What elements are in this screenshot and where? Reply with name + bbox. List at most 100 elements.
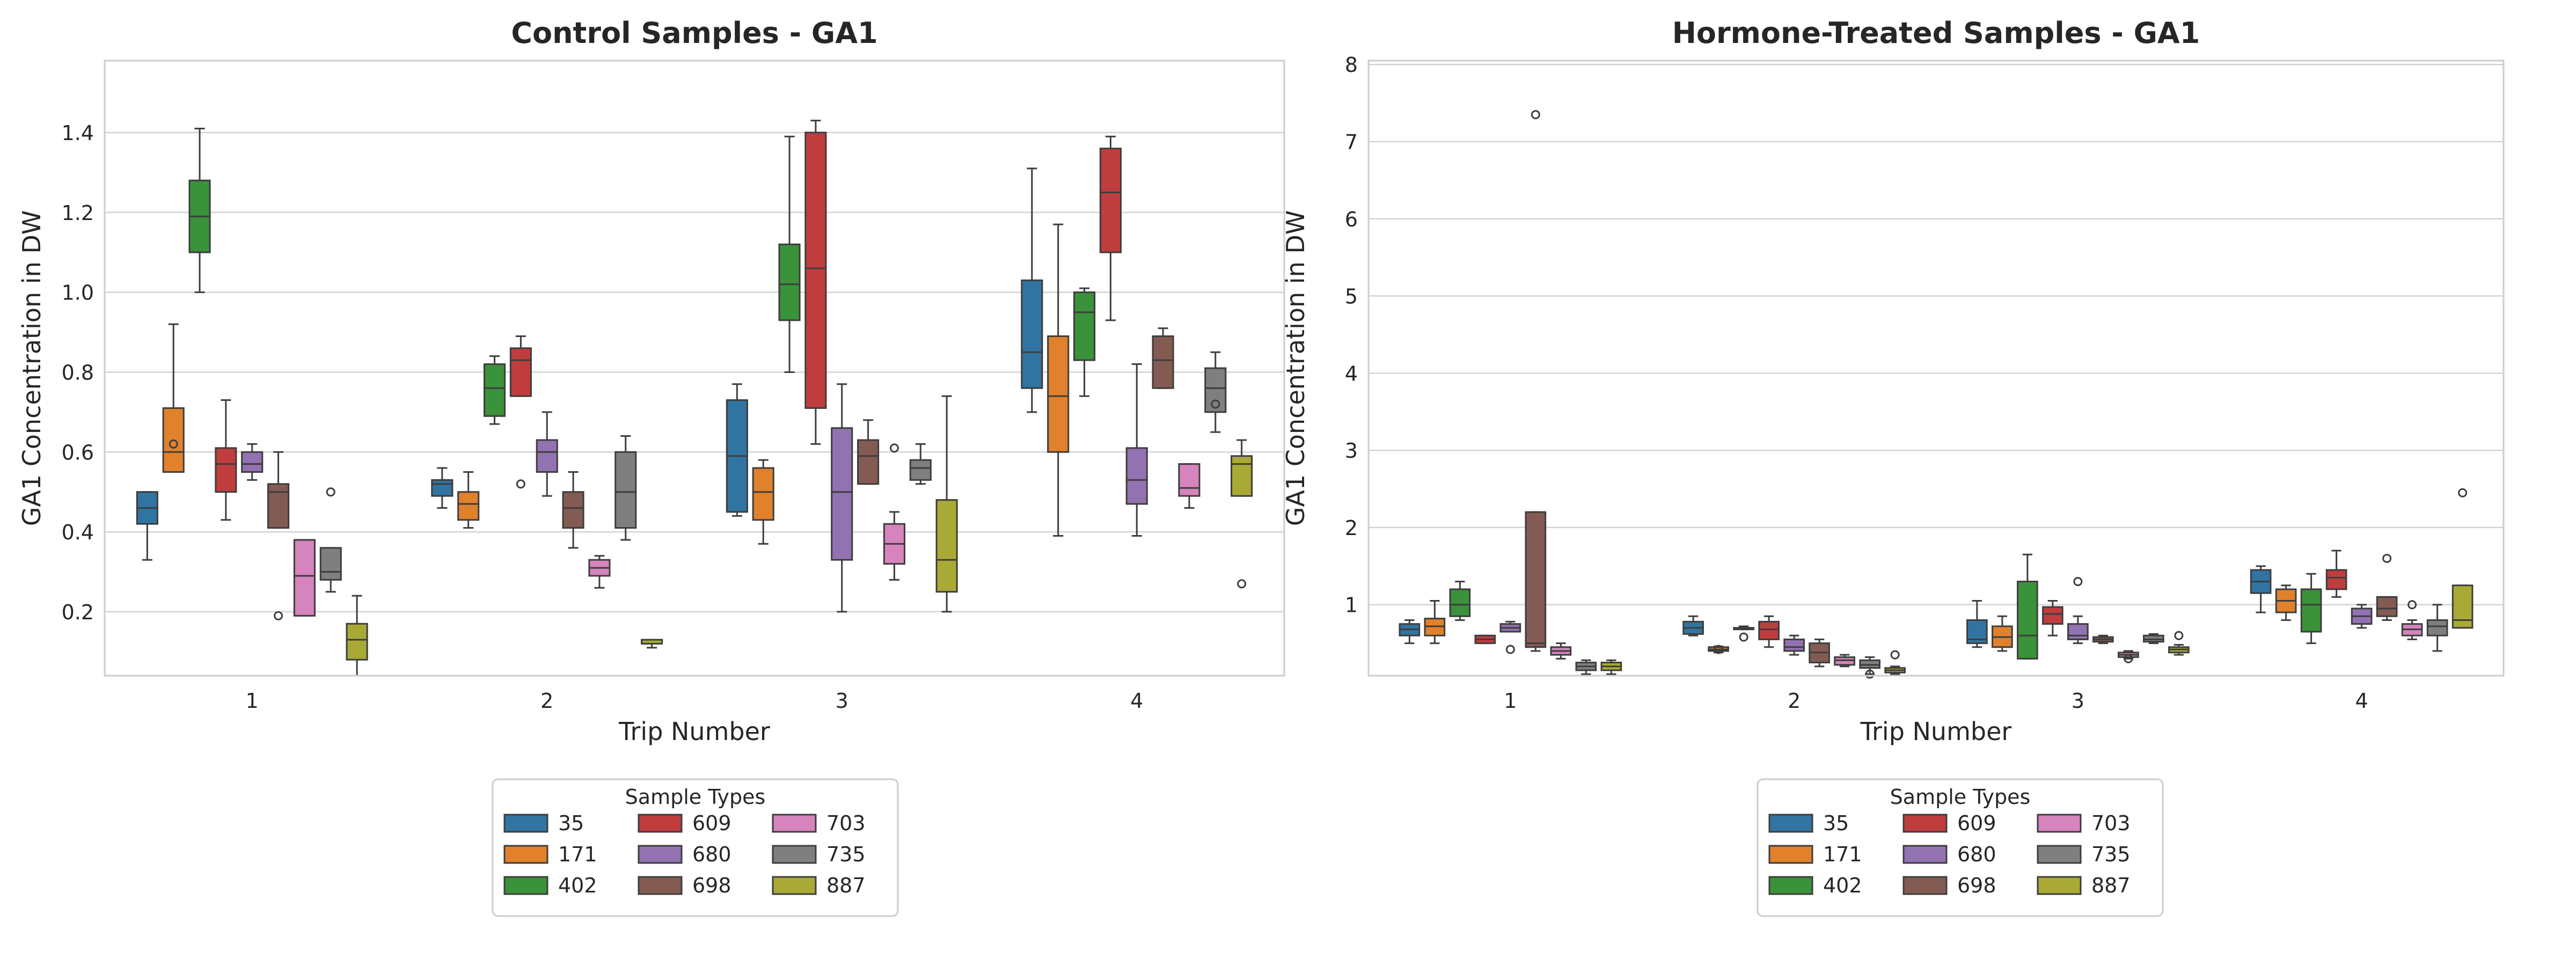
box-171-trip-1	[1424, 600, 1446, 645]
box	[2300, 588, 2322, 633]
legend-swatch-703	[772, 814, 817, 833]
box	[457, 491, 480, 521]
legend-label-609: 609	[1957, 811, 1996, 835]
y-tick-label: 8	[1345, 53, 1358, 77]
legend: Sample Types 35 171 402 609 680 698 703 735 887	[492, 778, 899, 917]
box-735-trip-1	[319, 487, 342, 593]
box-887-trip-2	[1884, 650, 1906, 675]
box-680-trip-4	[1125, 363, 1148, 537]
box-609-trip-1	[1474, 634, 1496, 645]
plot-frame	[104, 60, 1285, 677]
box-703-trip-1	[293, 539, 316, 617]
box	[1758, 620, 1780, 640]
box-35-trip-1	[136, 491, 158, 561]
box	[909, 459, 932, 481]
box-402-trip-2	[1733, 625, 1754, 642]
box	[2325, 569, 2347, 590]
box-402-trip-2	[484, 355, 506, 425]
legend-label-703: 703	[826, 811, 866, 835]
box-698-trip-4	[1152, 327, 1174, 389]
box-680-trip-3	[2067, 577, 2089, 645]
box-735-trip-2	[1859, 656, 1880, 679]
box-402-trip-1	[188, 128, 211, 294]
outlier-point	[1531, 110, 1540, 120]
legend-label-171: 171	[1823, 843, 1862, 866]
chart-title: Control Samples - GA1	[511, 16, 877, 50]
panel-2: 1 2 3 4 5 6 7 8 1 2 3 4 Hormone-Treated Samples - GA…	[1281, 16, 2505, 917]
box-735-trip-3	[2143, 633, 2164, 645]
box-680-trip-3	[831, 383, 853, 613]
box-698-trip-3	[2092, 634, 2114, 645]
y-tick-label: 1.0	[62, 281, 94, 305]
box	[2426, 619, 2448, 636]
box	[241, 451, 264, 473]
box-609-trip-2	[1758, 615, 1780, 648]
legend-swatch-609	[1902, 814, 1948, 833]
box	[1152, 335, 1174, 389]
box	[1525, 511, 1547, 648]
y-axis-label: GA1 Concentration in DW	[17, 210, 46, 526]
box-609-trip-3	[2042, 600, 2063, 636]
box	[319, 547, 342, 581]
outlier-point	[1237, 579, 1247, 589]
box-703-trip-4	[1178, 463, 1201, 509]
legend-label-35: 35	[558, 811, 584, 835]
box-735-trip-3	[909, 443, 932, 485]
box	[509, 347, 532, 397]
outlier-point	[2407, 600, 2417, 610]
box	[1231, 455, 1253, 497]
legend-label-735: 735	[826, 843, 866, 866]
box-735-trip-4	[2426, 604, 2448, 652]
legend-label-680: 680	[1957, 843, 1996, 866]
box	[614, 451, 637, 529]
box	[1073, 291, 1096, 361]
box-609-trip-1	[215, 399, 237, 521]
y-tick-label: 0.2	[62, 601, 94, 624]
box	[2017, 581, 2038, 660]
box-171-trip-3	[1992, 615, 2013, 652]
panel-1: 0.2 0.4 0.6 0.8 1.0 1.2 1.4 1 2 3 4 Control Samples…	[17, 16, 1285, 917]
legend-swatch-402	[503, 876, 548, 895]
legend-label-680: 680	[692, 843, 731, 866]
legend-swatch-402	[1768, 876, 1813, 895]
box	[431, 479, 453, 497]
outlier-point	[1865, 669, 1875, 679]
box	[484, 363, 506, 417]
legend-swatch-609	[638, 814, 683, 833]
legend-title: Sample Types	[625, 785, 766, 809]
box-703-trip-2	[1834, 654, 1855, 668]
legend: Sample Types 35 171 402 609 680 698 703 735 887	[1757, 778, 2164, 917]
box	[804, 131, 827, 409]
legend-swatch-171	[1768, 845, 1813, 864]
box-171-trip-3	[752, 459, 774, 545]
legend-title: Sample Types	[1890, 785, 2031, 809]
box	[562, 491, 584, 529]
y-tick-label: 0.4	[62, 521, 94, 544]
box-698-trip-4	[2376, 553, 2398, 621]
box	[2067, 623, 2089, 640]
outlier-point	[2073, 577, 2083, 587]
x-tick-label: 2	[1788, 689, 1801, 713]
x-tick-label: 3	[2072, 689, 2084, 713]
box-35-trip-2	[431, 467, 453, 509]
legend-label-609: 609	[692, 811, 731, 835]
legend-swatch-680	[638, 845, 683, 864]
legend-swatch-171	[503, 845, 548, 864]
box-609-trip-3	[804, 120, 827, 445]
box	[857, 439, 880, 485]
box-35-trip-4	[1021, 167, 1043, 413]
box	[1178, 463, 1201, 497]
outlier-point	[326, 487, 335, 497]
x-tick-label: 1	[1504, 689, 1517, 713]
box-35-trip-4	[2250, 565, 2272, 613]
box-698-trip-2	[562, 471, 584, 549]
box	[1047, 335, 1070, 453]
box-887-trip-3	[935, 395, 958, 613]
legend-label-402: 402	[1823, 874, 1862, 897]
outlier-point	[516, 479, 525, 489]
y-tick-label: 1	[1345, 594, 1358, 617]
legend-label-698: 698	[692, 874, 731, 897]
box-703-trip-3	[883, 443, 905, 581]
x-tick-label: 1	[246, 689, 259, 713]
